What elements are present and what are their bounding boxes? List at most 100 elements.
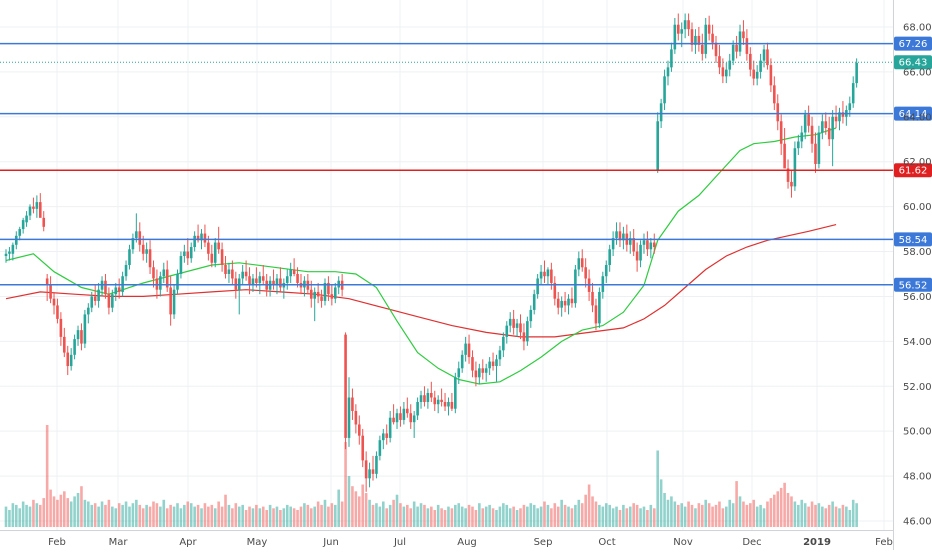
- candle-body: [481, 368, 485, 373]
- volume-bar: [502, 503, 505, 527]
- candle-body: [807, 114, 810, 126]
- volume-bar: [598, 504, 601, 527]
- volume-bar: [515, 510, 519, 527]
- level-label: 56.52: [899, 280, 928, 291]
- candle-body: [419, 395, 423, 402]
- candle-body: [725, 69, 728, 77]
- x-tick-label: Sep: [534, 537, 553, 548]
- candle-body: [642, 240, 646, 245]
- volume-bar: [292, 508, 296, 527]
- candle-body: [354, 410, 358, 425]
- candle-body: [347, 397, 351, 438]
- volume-bar: [574, 504, 577, 527]
- candle-body: [457, 368, 461, 378]
- candle-body: [97, 289, 100, 301]
- volume-bar: [309, 508, 313, 527]
- volume-bar: [351, 486, 354, 527]
- volume-bar: [131, 503, 135, 527]
- volume-bar: [392, 499, 395, 527]
- volume-bar: [224, 494, 227, 527]
- volume-bar: [207, 506, 210, 527]
- candle-body: [769, 65, 773, 86]
- volume-bar: [783, 482, 786, 527]
- candle-body: [162, 269, 166, 277]
- candle-body: [21, 220, 25, 230]
- candle-body: [759, 60, 762, 72]
- candle-body: [690, 29, 694, 45]
- y-tick-label: 64.00: [903, 112, 932, 123]
- candle-body: [659, 103, 663, 122]
- volume-bar: [539, 506, 543, 527]
- candle-body: [18, 229, 22, 236]
- candle-body: [313, 291, 316, 299]
- candle-body: [388, 417, 392, 438]
- candle-body: [498, 350, 502, 360]
- x-tick-label: Oct: [598, 537, 615, 548]
- volume-bar: [580, 503, 584, 527]
- candle-body: [361, 435, 365, 461]
- volume-bar: [237, 506, 241, 527]
- candle-body: [241, 271, 244, 279]
- volume-bar: [834, 506, 838, 527]
- candle-body: [104, 280, 107, 295]
- volume-bar: [416, 506, 419, 527]
- volume-bar: [162, 499, 166, 527]
- y-tick-label: 50.00: [903, 427, 932, 438]
- volume-bar: [11, 503, 15, 527]
- volume-bar: [52, 496, 56, 527]
- candle-body: [330, 294, 334, 299]
- candle-body: [56, 305, 59, 319]
- candle-body: [292, 269, 296, 274]
- candle-body: [731, 44, 735, 61]
- volume-bar: [347, 476, 351, 527]
- candle-body: [87, 307, 90, 315]
- volume-bar: [546, 504, 550, 527]
- volume-bar: [25, 504, 28, 527]
- level-label: 58.54: [899, 235, 928, 246]
- y-tick-label: 60.00: [903, 202, 932, 213]
- volume-bar: [313, 506, 316, 527]
- volume-bar: [447, 506, 450, 527]
- candle-body: [841, 112, 845, 117]
- candle-body: [676, 24, 680, 34]
- volume-bar: [464, 508, 467, 527]
- y-tick-label: 52.00: [903, 382, 932, 393]
- volume-bar: [63, 491, 66, 527]
- candle-body: [532, 294, 536, 310]
- volume-bar: [155, 503, 159, 527]
- volume-bar: [824, 508, 828, 527]
- volume-bar: [584, 494, 587, 527]
- volume-bar: [803, 503, 807, 527]
- candle-body: [827, 128, 831, 140]
- candle-body: [392, 417, 395, 423]
- candle-body: [244, 271, 248, 277]
- candle-body: [117, 287, 121, 292]
- volume-bar: [145, 504, 148, 527]
- volume-bar: [646, 510, 649, 527]
- volume-bar: [800, 499, 804, 527]
- volume-bar: [628, 506, 632, 527]
- candle-body: [443, 401, 447, 407]
- last-price-label: 66.43: [899, 58, 928, 69]
- candle-body: [440, 399, 443, 402]
- candle-body: [28, 206, 32, 216]
- volume-bar: [666, 499, 670, 527]
- candle-body: [639, 244, 642, 261]
- volume-bar: [406, 504, 409, 527]
- volume-bar: [272, 508, 275, 527]
- candle-body: [272, 280, 275, 286]
- candle-body: [495, 359, 498, 367]
- candle-body: [824, 121, 828, 129]
- candle-body: [296, 273, 299, 283]
- candle-body: [179, 256, 183, 274]
- volume-bar: [152, 501, 155, 527]
- volume-bar: [683, 506, 687, 527]
- volume-bar: [508, 508, 512, 527]
- candle-body: [193, 235, 196, 248]
- volume-bar: [32, 499, 35, 527]
- volume-bar: [183, 504, 186, 527]
- candle-body: [488, 361, 491, 369]
- volume-bar: [148, 506, 152, 527]
- volume-bar: [845, 506, 848, 527]
